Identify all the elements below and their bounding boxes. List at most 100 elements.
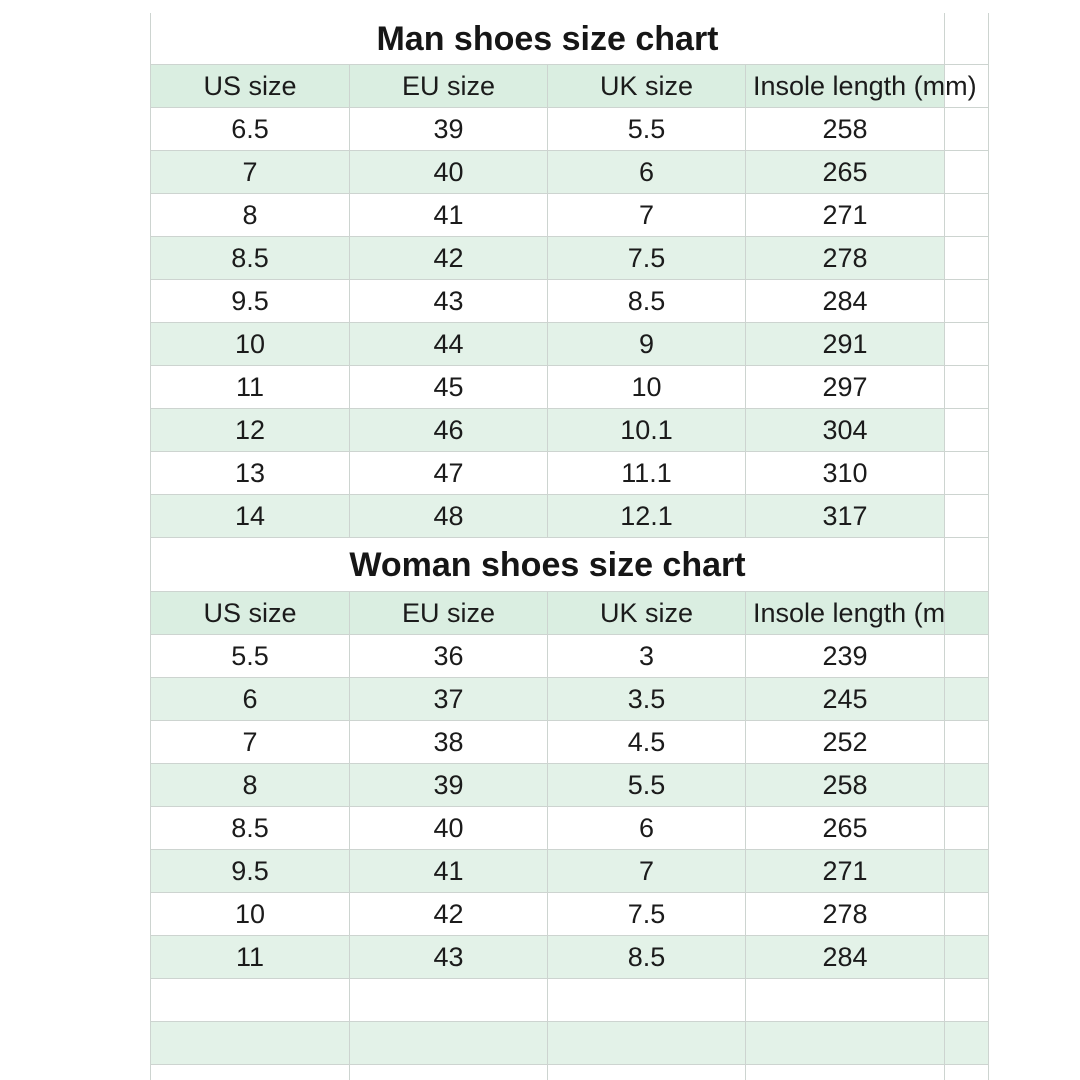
cell: 245 [746, 678, 945, 721]
cell: 310 [746, 452, 945, 495]
table-row: 7 38 4.5 252 [151, 721, 989, 764]
cell: 9.5 [151, 280, 350, 323]
cell: 7.5 [548, 893, 746, 936]
cell: 44 [350, 323, 548, 366]
empty-cell [151, 1065, 350, 1080]
cell: 3.5 [548, 678, 746, 721]
empty-cell [746, 1065, 945, 1080]
cell: 48 [350, 495, 548, 538]
table-row [151, 979, 989, 1022]
cell: 6 [548, 807, 746, 850]
man-title-row: Man shoes size chart [151, 13, 989, 65]
trailing-cell [945, 495, 989, 538]
cell: 317 [746, 495, 945, 538]
cell: 3 [548, 635, 746, 678]
woman-title-row: Woman shoes size chart [151, 538, 989, 592]
table-row: 5.5 36 3 239 [151, 635, 989, 678]
table-row: 9.5 41 7 271 [151, 850, 989, 893]
cell: 258 [746, 764, 945, 807]
trailing-cell [945, 1022, 989, 1065]
cell [746, 979, 945, 1022]
header-cell: EU size [350, 65, 548, 108]
cell: 297 [746, 366, 945, 409]
cell: 47 [350, 452, 548, 495]
cell [548, 1022, 746, 1065]
trailing-cell [945, 635, 989, 678]
cell [350, 979, 548, 1022]
cell: 11.1 [548, 452, 746, 495]
trailing-cell [945, 108, 989, 151]
cell: 8 [151, 194, 350, 237]
trailing-cell [945, 237, 989, 280]
woman-size-table: Woman shoes size chart US size EU size UK … [151, 538, 989, 1065]
cell: 37 [350, 678, 548, 721]
title-trailing-cell [945, 538, 989, 592]
cell: 41 [350, 850, 548, 893]
trailing-cell [945, 280, 989, 323]
title-trailing-cell [945, 13, 989, 65]
cell: 45 [350, 366, 548, 409]
trailing-cell [945, 409, 989, 452]
cell: 5.5 [548, 764, 746, 807]
trailing-cell [945, 721, 989, 764]
cell: 304 [746, 409, 945, 452]
cell [350, 1022, 548, 1065]
empty-cell [548, 1065, 746, 1080]
trailing-cell [945, 678, 989, 721]
cell: 41 [350, 194, 548, 237]
cell: 284 [746, 936, 945, 979]
cell: 36 [350, 635, 548, 678]
cell: 271 [746, 194, 945, 237]
trailing-cell [945, 366, 989, 409]
header-cell: Insole length (mm) [746, 592, 977, 635]
partial-bottom-row [151, 1065, 989, 1080]
trailing-cell [945, 850, 989, 893]
header-cell: US size [151, 592, 350, 635]
cell [746, 1022, 945, 1065]
cell: 9.5 [151, 850, 350, 893]
header-cell: UK size [548, 65, 746, 108]
cell: 6.5 [151, 108, 350, 151]
cell: 271 [746, 850, 945, 893]
trailing-cell [945, 979, 989, 1022]
table-row: 6 37 3.5 245 [151, 678, 989, 721]
cell: 10 [151, 893, 350, 936]
cell: 284 [746, 280, 945, 323]
cell: 9 [548, 323, 746, 366]
table-row: 12 46 10.1 304 [151, 409, 989, 452]
cell: 265 [746, 807, 945, 850]
cell: 42 [350, 237, 548, 280]
table-row: 10 44 9 291 [151, 323, 989, 366]
cell [151, 979, 350, 1022]
man-size-table: Man shoes size chart US size EU size UK si… [151, 13, 989, 538]
cell: 40 [350, 807, 548, 850]
cell: 258 [746, 108, 945, 151]
empty-cell [350, 1065, 548, 1080]
cell: 13 [151, 452, 350, 495]
cell: 10 [548, 366, 746, 409]
cell [548, 979, 746, 1022]
header-cell: Insole length (mm) [746, 65, 977, 108]
header-cell: EU size [350, 592, 548, 635]
table-row: 13 47 11.1 310 [151, 452, 989, 495]
cell: 7 [548, 194, 746, 237]
cell: 278 [746, 893, 945, 936]
woman-table-title: Woman shoes size chart [151, 538, 945, 592]
table-row: 10 42 7.5 278 [151, 893, 989, 936]
header-trailing-cell [945, 592, 989, 635]
trailing-cell [945, 893, 989, 936]
cell: 6 [151, 678, 350, 721]
cell: 12 [151, 409, 350, 452]
table-row: 8 41 7 271 [151, 194, 989, 237]
table-row: 8.5 42 7.5 278 [151, 237, 989, 280]
cell: 40 [350, 151, 548, 194]
table-row: 11 43 8.5 284 [151, 936, 989, 979]
cell: 278 [746, 237, 945, 280]
table-row: 8 39 5.5 258 [151, 764, 989, 807]
trailing-cell [945, 807, 989, 850]
cell: 38 [350, 721, 548, 764]
cell: 265 [746, 151, 945, 194]
trailing-cell [945, 452, 989, 495]
trailing-cell [945, 194, 989, 237]
cell: 7 [548, 850, 746, 893]
